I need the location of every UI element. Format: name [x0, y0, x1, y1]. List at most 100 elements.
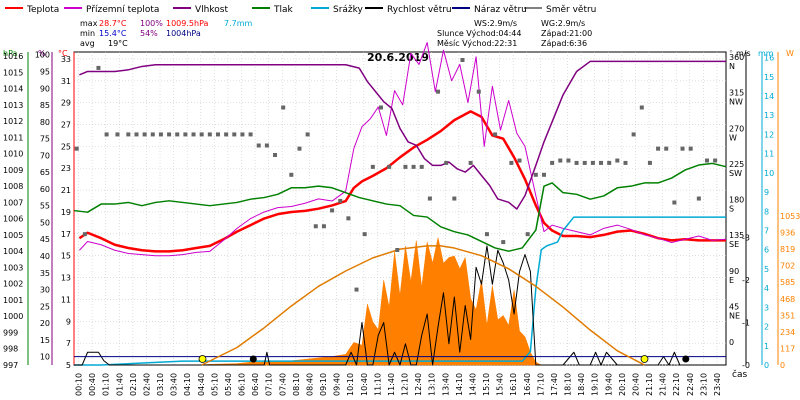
- wind-direction-point: [289, 172, 294, 177]
- time-tick: 17:40: [550, 373, 559, 396]
- axis-hpa-tick: 1011: [3, 133, 23, 142]
- wind-direction-point: [264, 143, 269, 148]
- wind-direction-point: [664, 146, 669, 151]
- time-tick: 06:40: [251, 373, 260, 396]
- axis-ms-tick: -1: [742, 319, 750, 328]
- axis-direction-label: NE: [729, 311, 740, 320]
- wind-direction-point: [126, 132, 131, 137]
- axis-percent-tick: 20: [40, 319, 50, 328]
- wind-direction-point: [387, 164, 392, 169]
- axis-celsius-tick: 7: [66, 339, 71, 348]
- axis-celsius-tick: 27: [61, 121, 71, 130]
- wind-direction-point: [476, 89, 481, 94]
- axis-wm2-tick: 819: [780, 245, 795, 254]
- axis-hpa-tick: 1005: [3, 231, 23, 240]
- stats-min-hum: 54%: [140, 29, 158, 38]
- wind-direction-point: [158, 132, 163, 137]
- axis-ms-tick: -3: [742, 234, 750, 243]
- wind-direction-point: [115, 132, 120, 137]
- axis-mm-tick: 16: [764, 54, 774, 63]
- axis-hpa-tick: 1002: [3, 280, 23, 289]
- series-slunce: [201, 245, 645, 366]
- time-tick: 20:10: [618, 373, 627, 396]
- axis-percent-tick: 100: [35, 51, 50, 60]
- wind-direction-point: [444, 160, 449, 165]
- axis-percent-tick: 90: [40, 84, 50, 93]
- axis-percent-tick: 15: [40, 336, 50, 345]
- series-radiace-area: [201, 237, 542, 366]
- wind-direction-point: [607, 160, 612, 165]
- wind-direction-point: [96, 65, 101, 70]
- time-tick: 18:10: [564, 373, 573, 396]
- wind-direction-point: [167, 132, 172, 137]
- time-tick: 19:10: [591, 373, 600, 396]
- axis-direction-tick: 270: [729, 124, 744, 133]
- wind-direction-point: [468, 160, 473, 165]
- time-tick: 05:10: [210, 373, 219, 396]
- axis-mm-tick: 7: [764, 227, 769, 236]
- wind-direction-point: [232, 132, 237, 137]
- time-tick: 17:10: [536, 373, 545, 396]
- axis-hpa-tick: 1003: [3, 263, 23, 272]
- legend-label: Přízemní teplota: [86, 5, 159, 15]
- axis-celsius-tick: 9: [66, 317, 71, 326]
- series-rychlost-větru: [74, 245, 726, 366]
- time-tick: 08:10: [292, 373, 301, 396]
- axis-mm-unit: mm: [758, 49, 774, 58]
- wind-direction-point: [452, 196, 457, 201]
- wind-direction-point: [191, 132, 196, 137]
- axis-hpa-tick: 1013: [3, 101, 23, 110]
- time-tick: 07:10: [265, 373, 274, 396]
- axis-direction-label: SE: [729, 240, 739, 249]
- axis-celsius-tick: 29: [61, 99, 71, 108]
- time-tick: 15:40: [496, 373, 505, 396]
- stats-max-rain: 7.7mm: [224, 19, 253, 28]
- axis-hpa-tick: 1015: [3, 68, 23, 77]
- axis-hpa-tick: 1008: [3, 182, 23, 191]
- axis-direction-tick: 360: [729, 53, 744, 62]
- time-tick: 18:40: [577, 373, 586, 396]
- time-tick: 11:40: [387, 373, 396, 396]
- axis-mm-tick: 0: [764, 361, 769, 370]
- wind-direction-point: [558, 158, 563, 163]
- axis-percent-tick: 65: [40, 168, 50, 177]
- axis-celsius-unit: °C: [58, 49, 68, 58]
- axis-mm-tick: 6: [764, 246, 769, 255]
- axis-percent-tick: 95: [40, 67, 50, 76]
- wind-direction-point: [313, 224, 318, 229]
- wind-direction-point: [134, 132, 139, 137]
- wind-direction-point: [273, 153, 278, 157]
- time-tick: 06:10: [238, 373, 247, 396]
- axis-percent-tick: 25: [40, 302, 50, 311]
- wind-direction-point: [297, 146, 302, 151]
- axis-mm-tick: 10: [764, 169, 774, 178]
- wind-direction-point: [183, 132, 188, 137]
- info-ws: WS:2.9m/s: [474, 19, 517, 28]
- axis-ms-tick: -0: [742, 361, 750, 370]
- axis-wm2-tick: 936: [780, 229, 795, 238]
- axis-wm2-tick: 1053: [780, 212, 800, 221]
- time-tick: 09:10: [319, 373, 328, 396]
- time-tick: 05:40: [224, 373, 233, 396]
- axis-wm2-unit: W: [786, 49, 794, 58]
- wind-direction-points: [74, 58, 718, 292]
- series-přízemní-teplota: [79, 42, 727, 257]
- axis-wm2-tick: 117: [780, 344, 795, 353]
- series-tlak: [73, 162, 727, 252]
- wind-direction-point: [704, 158, 709, 163]
- axis-direction-tick: 0: [729, 338, 734, 347]
- wind-direction-point: [403, 164, 408, 169]
- time-tick: 04:10: [183, 373, 192, 396]
- wind-direction-point: [362, 232, 367, 237]
- stats-min-press: 1004hPa: [166, 29, 201, 38]
- axis-hpa-tick: 999: [3, 328, 18, 337]
- stats-max-label: max: [80, 19, 98, 28]
- wind-direction-point: [82, 232, 87, 237]
- wind-direction-point: [378, 105, 383, 110]
- stats-max-hum: 100%: [140, 19, 163, 28]
- info-sunrise: Slunce Východ:04:44: [437, 29, 522, 38]
- wind-direction-point: [248, 132, 253, 137]
- axis-mm-tick: 5: [764, 265, 769, 274]
- time-tick: 21:10: [645, 373, 654, 396]
